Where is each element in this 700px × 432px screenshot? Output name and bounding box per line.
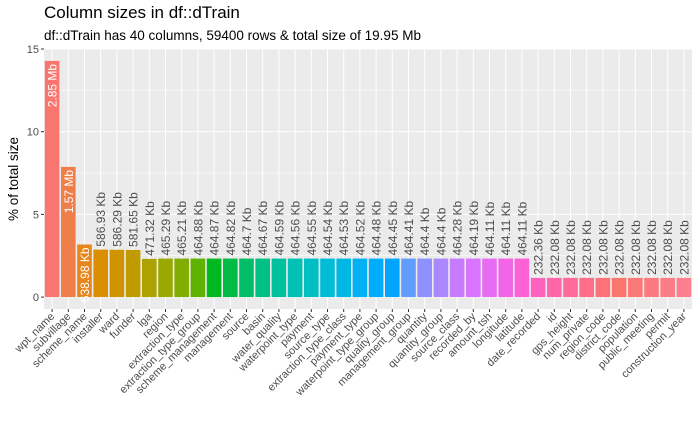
y-axis: 0 5 10 15 <box>27 44 44 304</box>
bar-data-label: 464.87 Kb <box>208 201 222 256</box>
x-axis: wpt_namesubvillagescheme_nameinstallerwa… <box>12 309 689 399</box>
bar <box>595 277 611 298</box>
bar-data-label: 586.93 Kb <box>94 192 108 247</box>
bar <box>190 258 206 298</box>
bar <box>239 258 254 298</box>
bar-data-label: 464.28 Kb <box>451 201 465 256</box>
bar <box>223 258 238 298</box>
bar-data-label: 464.11 Kb <box>515 201 529 255</box>
bar <box>579 277 594 298</box>
bar-data-label: 2.85 Mb <box>46 64 60 108</box>
y-axis-label: % of total size <box>6 137 21 221</box>
bar <box>271 258 287 298</box>
bar-data-label: 1.57 Mb <box>62 170 76 214</box>
bar-data-label: 464.88 Kb <box>191 201 205 256</box>
bar-data-label: 232.36 Kb <box>532 220 546 275</box>
bar-data-label: 638.98 Kb <box>78 247 92 302</box>
bar-data-label: 232.08 Kb <box>548 220 562 275</box>
bar-data-label: 232.08 Kb <box>580 220 594 275</box>
bar <box>109 249 125 298</box>
bar <box>304 258 319 298</box>
bar-data-label: 464.53 Kb <box>337 201 351 256</box>
bar <box>206 258 222 298</box>
bar <box>320 258 335 298</box>
bar <box>611 277 627 298</box>
bar-data-label: 464.4 Kb <box>434 207 448 255</box>
bar <box>385 258 400 298</box>
chart-title: Column sizes in df::dTrain <box>44 3 240 22</box>
bar-data-label: 232.08 Kb <box>677 220 691 275</box>
bar-data-label: 586.29 Kb <box>110 192 124 247</box>
bar <box>498 258 513 298</box>
bar <box>547 277 562 298</box>
bar <box>61 166 76 298</box>
bar-data-label: 232.08 Kb <box>564 220 578 275</box>
bar-data-label: 464.7 Kb <box>240 207 254 255</box>
bar <box>352 258 368 298</box>
bar <box>368 258 384 298</box>
bar-data-label: 464.56 Kb <box>289 201 303 256</box>
bar <box>514 258 530 298</box>
bar-data-label: 232.08 Kb <box>629 220 643 275</box>
bar-data-label: 464.55 Kb <box>305 201 319 256</box>
plot-panel <box>44 49 692 309</box>
bar <box>563 277 578 298</box>
bar <box>336 258 351 298</box>
bar <box>660 277 675 298</box>
bar-data-label: 464.59 Kb <box>272 201 286 256</box>
bar <box>449 258 465 298</box>
bar <box>530 277 546 298</box>
bar <box>417 258 432 298</box>
bar-data-label: 464.67 Kb <box>256 201 270 256</box>
bar <box>433 258 449 298</box>
bar <box>644 277 659 298</box>
bar <box>401 258 416 298</box>
chart-subtitle: df::dTrain has 40 columns, 59400 rows & … <box>44 28 421 43</box>
bar <box>255 258 270 298</box>
bar-data-label: 581.65 Kb <box>127 192 141 247</box>
bar-data-label: 464.45 Kb <box>386 201 400 256</box>
bar <box>77 244 92 298</box>
bar <box>44 60 60 298</box>
bar <box>482 258 497 298</box>
bar-data-label: 464.4 Kb <box>418 207 432 255</box>
bar <box>287 258 303 298</box>
bar-data-label: 232.08 Kb <box>645 220 659 275</box>
bar <box>125 249 141 298</box>
y-tick-label: 15 <box>27 44 39 56</box>
y-tick-label: 5 <box>33 209 39 221</box>
bar-data-label: 464.82 Kb <box>224 201 238 256</box>
bar-data-label: 464.11 Kb <box>499 201 513 255</box>
y-tick-label: 0 <box>33 292 39 304</box>
bar-data-label: 464.11 Kb <box>483 201 497 255</box>
y-tick-label: 10 <box>27 127 39 139</box>
bar-data-label: 464.54 Kb <box>321 201 335 256</box>
bar-data-label: 471.32 Kb <box>143 201 157 256</box>
bar-data-label: 232.08 Kb <box>596 220 610 275</box>
bars <box>44 60 692 298</box>
bar-data-label: 232.08 Kb <box>661 220 675 275</box>
bar-data-label: 464.19 Kb <box>467 201 481 256</box>
bar <box>466 258 481 298</box>
bar <box>628 277 643 298</box>
bar <box>174 258 189 298</box>
bar <box>676 277 692 298</box>
bar <box>158 258 173 298</box>
bar-data-label: 465.29 Kb <box>159 201 173 256</box>
bar-data-label: 232.08 Kb <box>613 220 627 275</box>
bar <box>93 249 108 298</box>
bar-data-label: 464.52 Kb <box>353 201 367 256</box>
bar-data-label: 464.41 Kb <box>402 201 416 256</box>
bar-data-label: 465.21 Kb <box>175 201 189 256</box>
bar <box>142 258 157 298</box>
bar-data-label: 464.48 Kb <box>370 201 384 256</box>
